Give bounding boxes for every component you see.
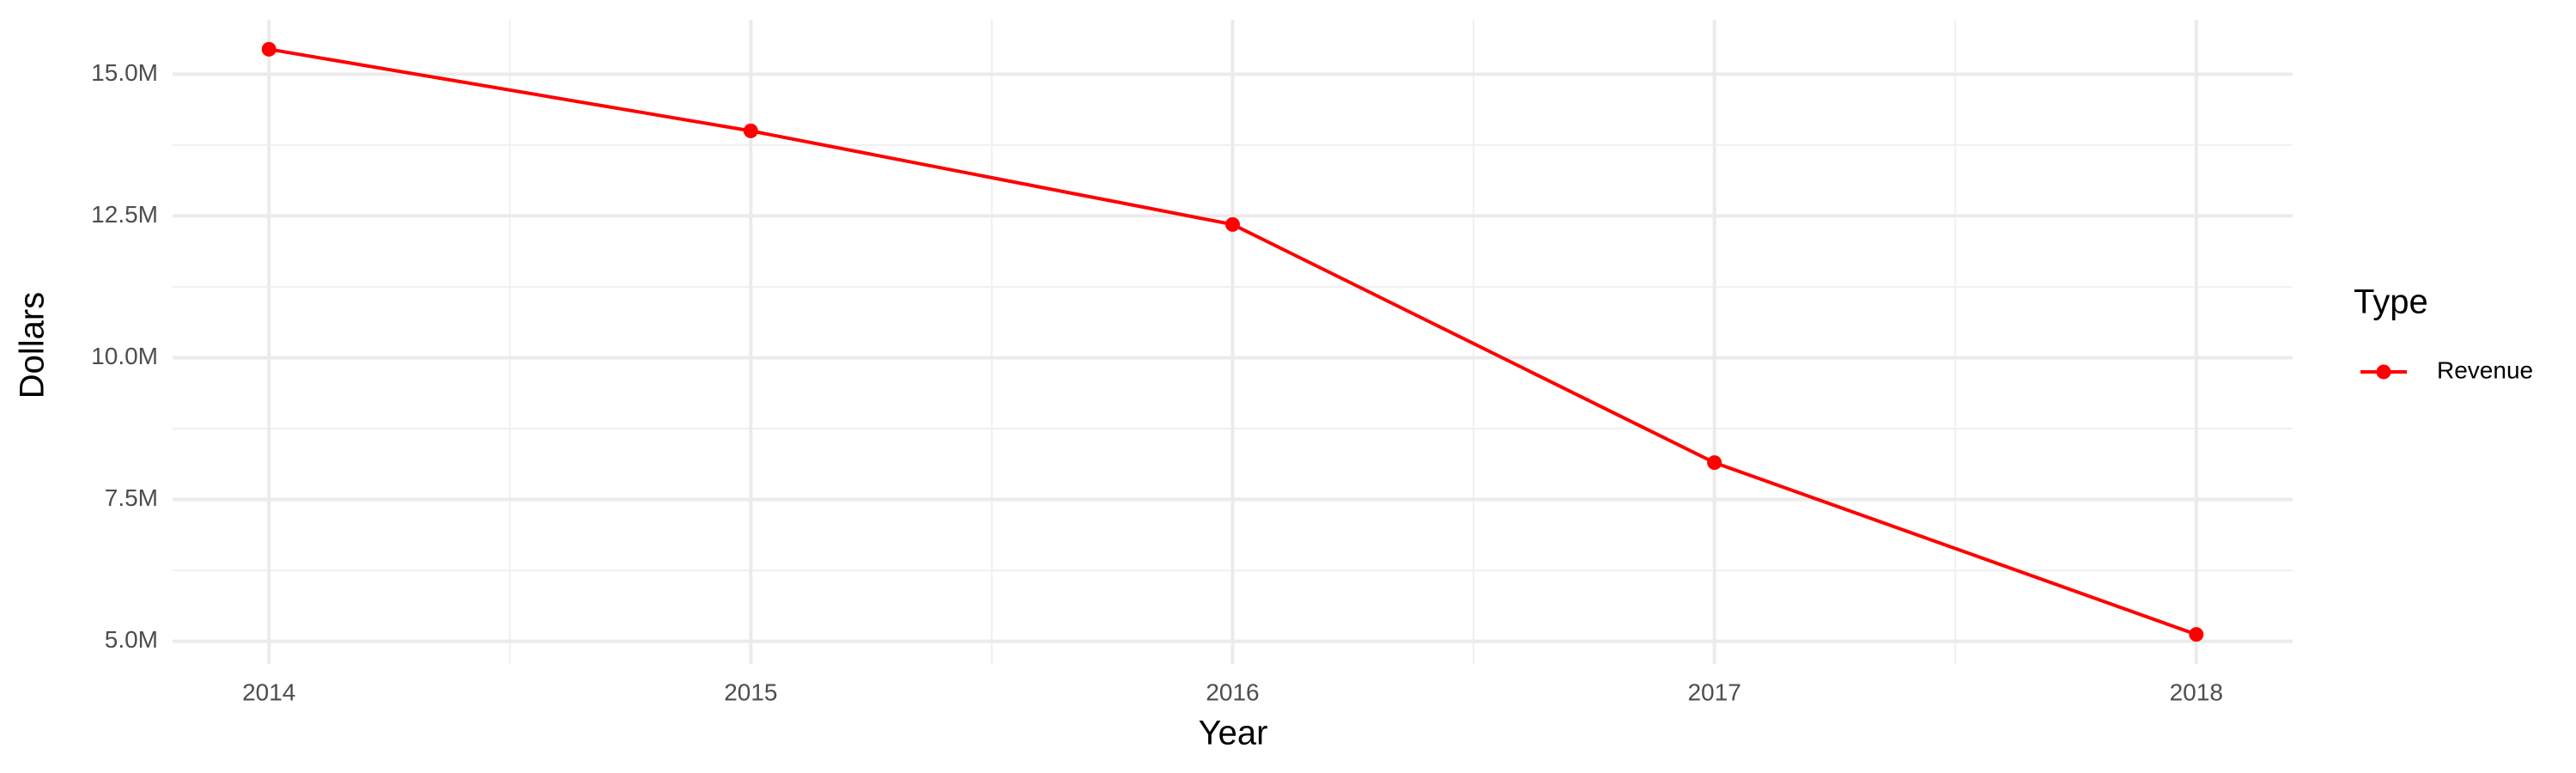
point — [2189, 627, 2204, 642]
grid — [173, 20, 2293, 664]
x-tick-label: 2015 — [724, 679, 777, 705]
y-tick-label: 15.0M — [91, 59, 158, 86]
point — [743, 123, 758, 138]
y-tick-label: 10.0M — [91, 343, 158, 369]
x-tick-label: 2016 — [1206, 679, 1259, 705]
x-tick-label: 2017 — [1687, 679, 1741, 705]
point — [1707, 455, 1722, 471]
x-axis-title: Year — [1199, 715, 1268, 752]
y-axis-title: Dollars — [14, 292, 52, 399]
point — [261, 41, 276, 57]
legend-title: Type — [2354, 283, 2428, 321]
y-tick-label: 7.5M — [105, 484, 158, 511]
x-tick-label: 2018 — [2170, 679, 2223, 705]
legend-label: Revenue — [2437, 356, 2533, 383]
x-tick-label: 2014 — [242, 679, 295, 705]
y-tick-label: 5.0M — [105, 626, 158, 653]
point — [1225, 216, 1240, 232]
y-tick-label: 12.5M — [91, 201, 158, 228]
legend-point — [2376, 364, 2391, 380]
